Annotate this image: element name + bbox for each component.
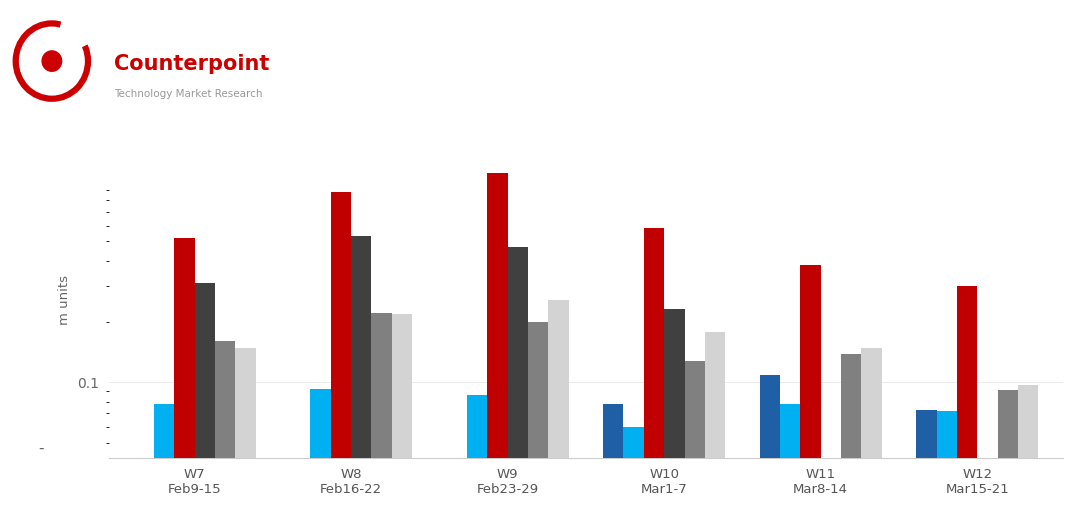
Bar	[528, 322, 548, 509]
Wedge shape	[60, 17, 92, 48]
Bar	[310, 388, 331, 509]
Bar	[603, 404, 624, 509]
Bar	[997, 389, 1018, 509]
Bar	[705, 332, 725, 509]
Bar	[643, 229, 664, 509]
Bar	[801, 266, 820, 509]
Bar	[352, 236, 371, 509]
Text: -: -	[38, 441, 43, 456]
Bar	[760, 376, 780, 509]
Bar	[154, 404, 175, 509]
Circle shape	[42, 51, 62, 71]
Bar	[508, 247, 528, 509]
Bar	[215, 341, 235, 509]
Bar	[841, 354, 861, 509]
Y-axis label: m units: m units	[59, 275, 72, 325]
Bar	[331, 192, 352, 509]
Bar	[235, 348, 256, 509]
Text: Counterpoint: Counterpoint	[114, 53, 269, 74]
Bar	[487, 173, 508, 509]
Bar	[548, 300, 569, 509]
Text: Technology Market Research: Technology Market Research	[114, 89, 263, 99]
Bar	[780, 404, 801, 509]
Bar	[957, 286, 978, 509]
Bar	[624, 427, 643, 509]
Bar	[392, 314, 412, 509]
Bar	[936, 411, 957, 509]
Bar	[467, 395, 487, 509]
Bar	[1018, 385, 1038, 509]
Bar	[861, 348, 882, 509]
Bar	[685, 361, 705, 509]
Bar	[194, 284, 215, 509]
Bar	[371, 313, 392, 509]
Bar	[664, 309, 685, 509]
Bar	[175, 238, 194, 509]
Bar	[916, 410, 936, 509]
